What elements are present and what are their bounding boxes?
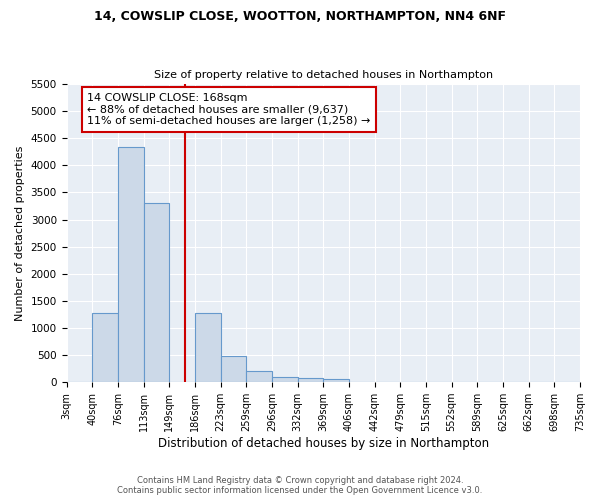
Bar bbox=[143, 204, 169, 382]
Bar bbox=[323, 379, 349, 382]
X-axis label: Distribution of detached houses by size in Northampton: Distribution of detached houses by size … bbox=[158, 437, 489, 450]
Text: Contains HM Land Registry data © Crown copyright and database right 2024.
Contai: Contains HM Land Registry data © Crown c… bbox=[118, 476, 482, 495]
Bar bbox=[118, 148, 143, 382]
Text: 14, COWSLIP CLOSE, WOOTTON, NORTHAMPTON, NN4 6NF: 14, COWSLIP CLOSE, WOOTTON, NORTHAMPTON,… bbox=[94, 10, 506, 23]
Bar bbox=[298, 378, 323, 382]
Bar bbox=[195, 313, 221, 382]
Text: 14 COWSLIP CLOSE: 168sqm
← 88% of detached houses are smaller (9,637)
11% of sem: 14 COWSLIP CLOSE: 168sqm ← 88% of detach… bbox=[87, 93, 370, 126]
Bar bbox=[92, 314, 118, 382]
Bar bbox=[272, 378, 298, 382]
Bar bbox=[221, 356, 246, 382]
Title: Size of property relative to detached houses in Northampton: Size of property relative to detached ho… bbox=[154, 70, 493, 81]
Bar bbox=[246, 371, 272, 382]
Y-axis label: Number of detached properties: Number of detached properties bbox=[15, 146, 25, 321]
